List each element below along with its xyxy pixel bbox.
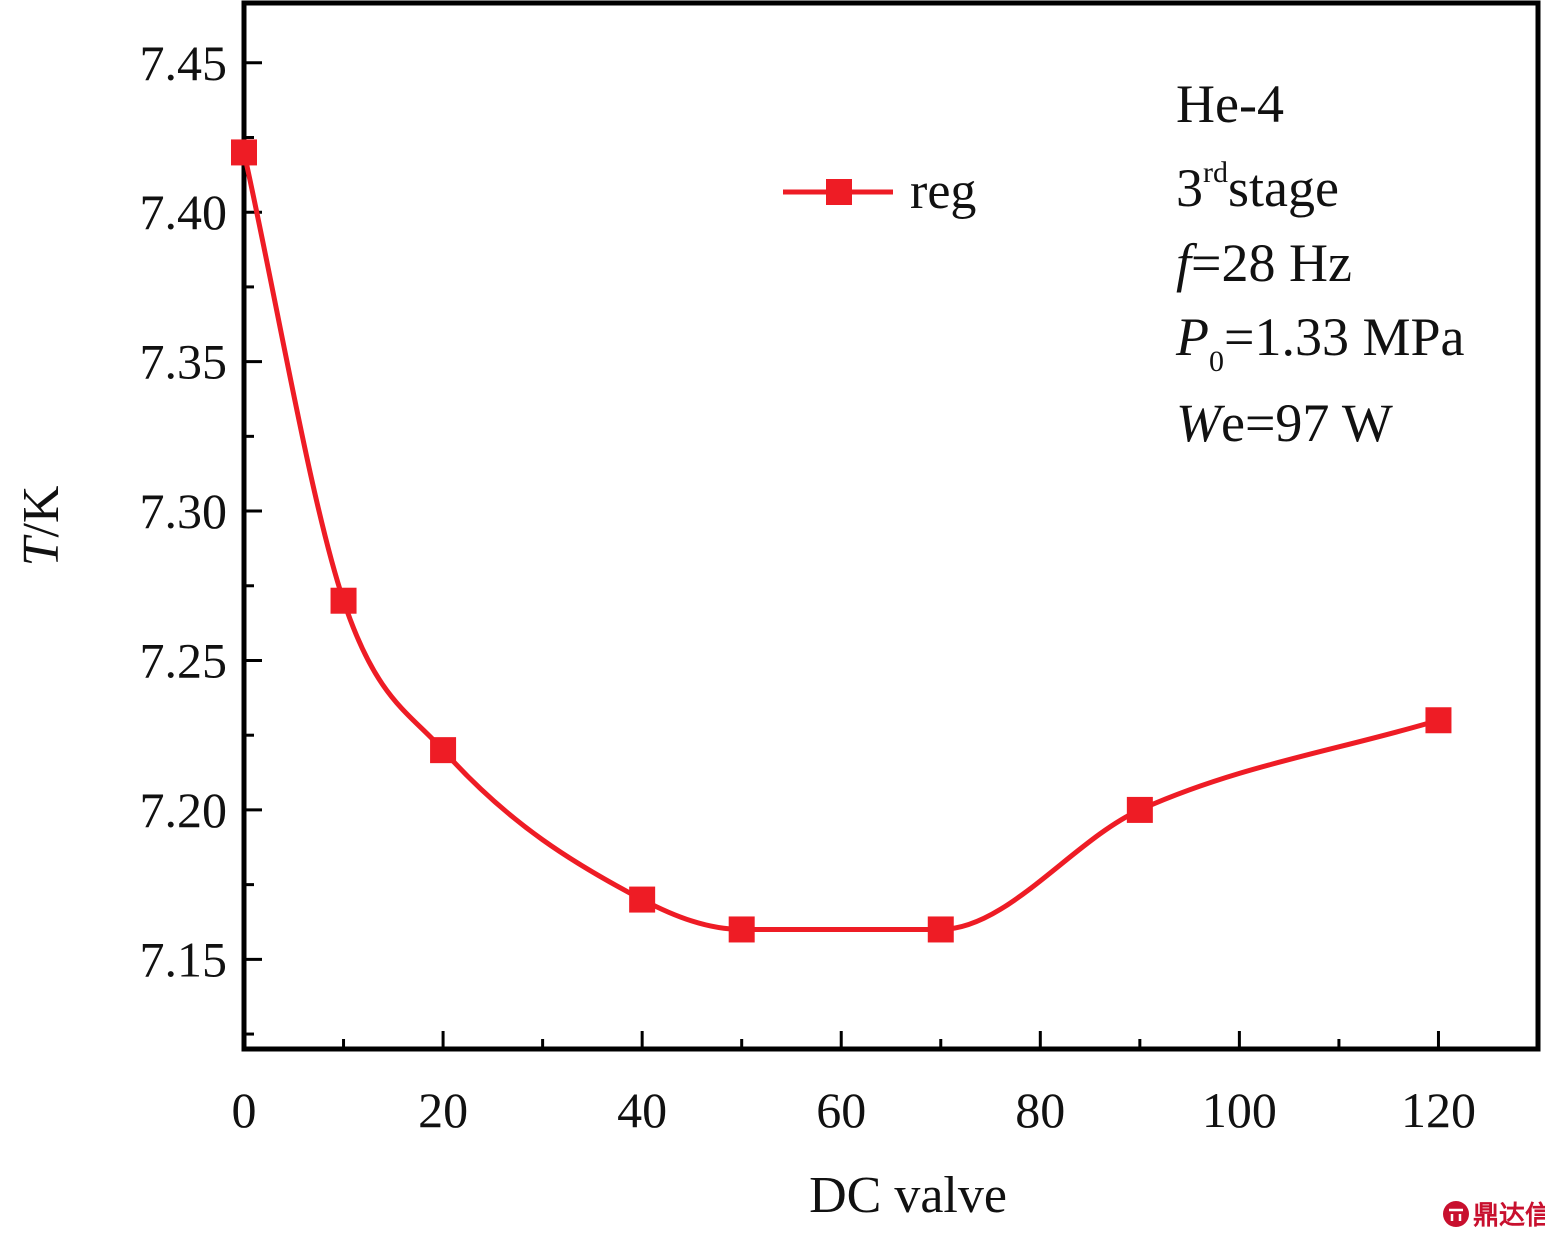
y-axis-title-unit: /K <box>13 485 70 537</box>
y-tick-label: 7.35 <box>140 334 228 390</box>
x-axis: 0 20 40 60 80 100 120 <box>232 1031 1476 1138</box>
annotation-power-value: e=97 W <box>1221 393 1393 453</box>
y-tick-label: 7.20 <box>140 782 228 838</box>
watermark: 鼎达信 <box>1443 1201 1545 1231</box>
x-tick-label: 40 <box>617 1082 667 1138</box>
annotation-stage-num: 3 <box>1176 158 1203 218</box>
y-axis: 7.15 7.20 7.25 7.30 7.35 7.40 7.45 <box>140 35 262 1036</box>
series-layer <box>231 139 1452 943</box>
data-point <box>1126 796 1153 823</box>
y-axis-title: T/K <box>13 485 70 566</box>
watermark-logo-icon <box>1443 1201 1469 1227</box>
annotation-frequency-value: =28 Hz <box>1191 233 1352 293</box>
annotation-power-symbol: W <box>1176 393 1226 453</box>
legend-marker <box>826 179 852 205</box>
annotation-pressure-sub: 0 <box>1209 345 1224 378</box>
y-tick-label: 7.30 <box>140 483 228 539</box>
x-axis-title: DC valve <box>809 1167 1007 1224</box>
annotation-stage-sup: rd <box>1203 156 1228 189</box>
data-point <box>629 886 656 913</box>
data-point <box>330 587 357 614</box>
x-tick-label: 60 <box>816 1082 866 1138</box>
x-tick-label: 80 <box>1015 1082 1065 1138</box>
x-tick-label: 100 <box>1202 1082 1277 1138</box>
x-tick-label: 0 <box>232 1082 257 1138</box>
x-tick-label: 20 <box>418 1082 468 1138</box>
y-tick-label: 7.25 <box>140 632 228 688</box>
y-tick-label: 7.45 <box>140 35 228 91</box>
data-point <box>728 916 755 943</box>
plot-frame <box>241 0 1541 1052</box>
y-tick-label: 7.15 <box>140 931 228 987</box>
annotation-stage-text: stage <box>1228 158 1339 218</box>
data-point <box>1425 707 1452 734</box>
data-point <box>430 737 457 764</box>
annotation-pressure-symbol: P <box>1175 307 1209 367</box>
y-axis-title-symbol: T <box>13 534 70 566</box>
watermark-text: 鼎达信 <box>1473 1201 1545 1231</box>
legend-label: reg <box>910 163 976 220</box>
x-tick-label: 120 <box>1401 1082 1476 1138</box>
legend: reg <box>783 163 976 220</box>
annotation-pressure: P0=1.33 MPa <box>1175 307 1465 378</box>
annotation-pressure-value: =1.33 MPa <box>1224 307 1465 367</box>
annotation-block: He-4 3rdstage f=28 Hz P0=1.33 MPa We=97 … <box>1175 74 1465 453</box>
annotation-stage: 3rdstage <box>1176 156 1339 218</box>
y-tick-label: 7.40 <box>140 184 228 240</box>
annotation-power: We=97 W <box>1176 393 1393 453</box>
data-point <box>927 916 954 943</box>
annotation-fluid: He-4 <box>1176 74 1284 134</box>
watermark-logo-mark <box>1449 1208 1463 1221</box>
data-point <box>231 139 257 166</box>
annotation-frequency: f=28 Hz <box>1176 233 1352 293</box>
